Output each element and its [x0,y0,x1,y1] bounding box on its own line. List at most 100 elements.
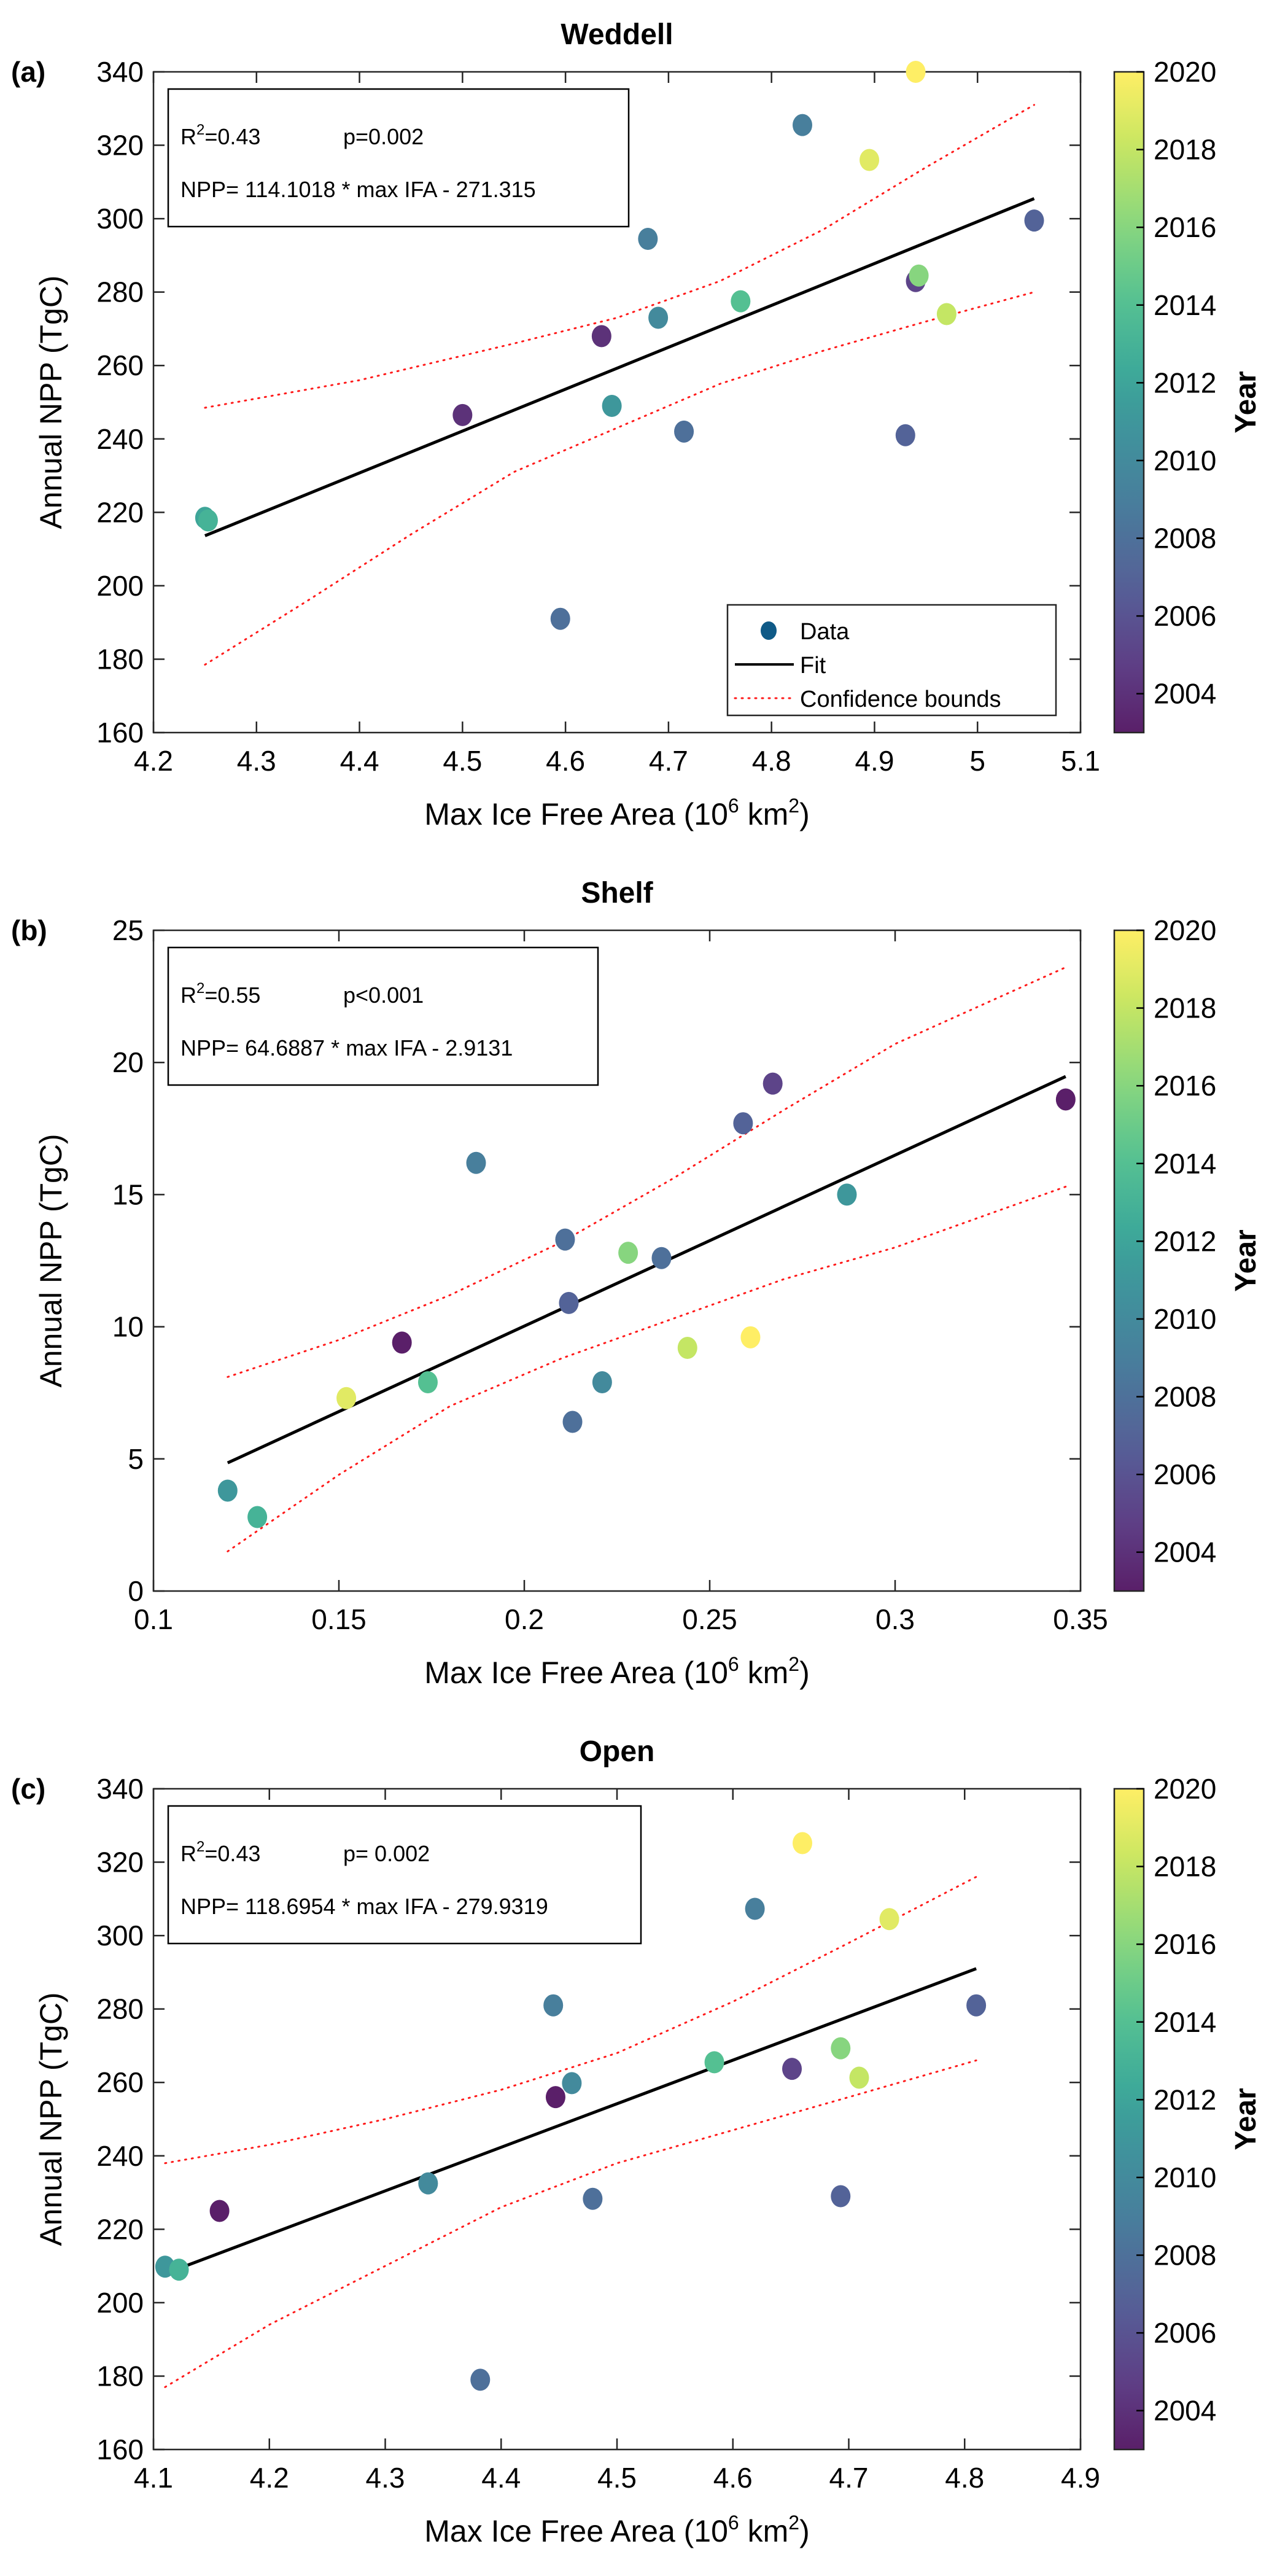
r-squared-label: R [180,983,196,1008]
stats-box [167,946,599,1086]
data-point [583,2187,603,2210]
y-tick-label: 320 [96,130,144,161]
data-point [879,1908,899,1931]
data-point [849,2066,869,2089]
x-tick-label: 4.8 [752,745,791,777]
y-tick-label: 220 [96,496,144,528]
x-axis-title-part: km [739,2514,789,2548]
data-point [745,1897,765,1920]
y-axis-title: Annual NPP (TgC) [34,275,68,529]
y-tick-label: 5 [128,1443,144,1475]
y-tick-label: 300 [96,203,144,235]
colorbar-tick-label: 2014 [1154,289,1216,321]
x-tick-label: 4.4 [481,2462,521,2494]
colorbar-tick-label: 2008 [1154,1381,1216,1413]
colorbar-tick-label: 2010 [1154,2162,1216,2193]
y-tick-label: 280 [96,1993,144,2025]
data-point [336,1387,357,1409]
data-point [1055,1088,1076,1111]
colorbar-tick-label: 2012 [1154,1225,1216,1257]
data-point [470,2368,491,2391]
y-tick-label: 0 [128,1575,144,1607]
panel-b: (b) Shelf 0.1 0.15 0.2 0.25 0.3 0.35 0 5 10 15 20 25 M… [0,858,1269,1717]
data-point [592,1371,612,1393]
x-axis-title: Max Ice Free Area (106 km2) [424,795,809,831]
x-tick-label: 0.2 [505,1603,544,1635]
x-tick-label: 4.2 [250,2462,289,2494]
x-tick-label: 4.9 [1061,2462,1100,2494]
colorbar-tick-label: 2004 [1154,2395,1216,2427]
data-point [591,325,611,348]
colorbar-tick-label: 2018 [1154,992,1216,1024]
x-tick-label: 4.4 [340,745,379,777]
r-squared-superscript: 2 [196,980,204,997]
data-point [731,290,751,313]
data-point [602,394,622,417]
data-point [417,1371,438,1393]
data-point [763,1072,783,1095]
colorbar [1113,929,1145,1592]
data-point [559,1291,579,1314]
x-tick-label: 0.3 [875,1603,915,1635]
colorbar [1113,71,1145,734]
x-axis-title-part: Max Ice Free Area (10 [424,1656,728,1690]
colorbar-title: Year [1230,2088,1262,2150]
colorbar-tick-label: 2004 [1154,678,1216,710]
data-point [1024,209,1044,232]
data-point [704,2051,724,2074]
data-point [169,2259,189,2281]
r-squared-text: R2=0.43 [180,1839,260,1866]
colorbar-tick-label: 2018 [1154,134,1216,166]
x-tick-label: 4.8 [945,2462,984,2494]
legend-entry: Data [800,619,850,645]
data-point [966,1994,987,2017]
data-point [545,2086,565,2109]
colorbar-tick-label: 2006 [1154,2317,1216,2349]
colorbar-tick-label: 2016 [1154,211,1216,243]
p-value-text: p=0.002 [343,124,424,149]
regression-equation: NPP= 118.6954 * max IFA - 279.9319 [180,1894,548,1919]
y-tick-label: 340 [96,56,144,88]
x-tick-label: 4.2 [134,745,173,777]
data-point [209,2200,230,2222]
x-tick-label: 0.15 [311,1603,367,1635]
fit-line [164,1967,977,2275]
data-point [452,403,473,426]
y-tick-label: 15 [112,1178,144,1210]
r-squared-superscript: 2 [196,122,204,138]
data-point [793,1832,812,1854]
colorbar-tick-label: 2020 [1154,56,1216,88]
panel-a: (a) Weddell 4.2 4.3 4.4 4.5 4.6 4.7 4.8 4.9 5 5.1 16… [0,0,1269,858]
scatter-chart-weddell: (a) Weddell 4.2 4.3 4.4 4.5 4.6 4.7 4.8 4.9 5 5.1 16… [11,18,1262,831]
x-axis-title-part: km [739,797,789,831]
data-point [651,1247,672,1269]
y-tick-label: 260 [96,349,144,381]
x-axis-title-part: ) [799,1656,810,1690]
x-axis-title-part: ) [799,2514,810,2548]
y-tick-label: 200 [96,570,144,602]
data-point [550,607,570,630]
fit-line [204,197,1035,537]
plot-area-frame [152,71,1082,734]
r-squared-value: =0.55 [204,983,260,1008]
data-point [466,1151,486,1174]
x-axis-title-part: km [739,1656,789,1690]
scatter-chart-open: (c) Open 4.1 4.2 4.3 4.4 4.5 4.6 4.7 4.8 4.9 160 180… [11,1735,1262,2548]
legend-data-marker [761,621,777,640]
chart-title: Weddell [561,18,673,51]
chart-title: Shelf [581,877,653,909]
x-tick-label: 4.5 [597,2462,637,2494]
colorbar-tick-label: 2012 [1154,367,1216,399]
x-tick-label: 0.1 [134,1603,173,1635]
data-point [648,306,669,329]
data-point [677,1337,697,1360]
x-axis-title-superscript: 6 [728,1653,739,1675]
colorbar-tick-label: 2014 [1154,2006,1216,2038]
colorbar [1113,1788,1145,2451]
y-tick-label: 340 [96,1773,144,1805]
x-axis-title: Max Ice Free Area (106 km2) [424,2512,809,2548]
y-tick-label: 180 [96,2360,144,2392]
data-point [740,1326,761,1348]
y-tick-label: 320 [96,1846,144,1878]
data-point [562,1411,583,1433]
